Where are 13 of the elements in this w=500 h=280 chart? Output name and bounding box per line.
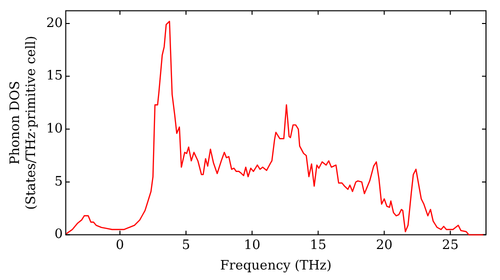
x-tick-label: 25 [442, 238, 459, 253]
x-tick-label: 15 [310, 238, 326, 253]
x-axis-title: Frequency (THz) [220, 258, 332, 274]
x-tick-label: 20 [376, 238, 393, 253]
y-tick-label: 10 [46, 122, 63, 137]
y-tick-label: 15 [46, 68, 63, 84]
y-tick-label: 5 [54, 174, 63, 190]
y-axis-title: Phonon DOS (States/THz·primitive cell) [8, 36, 39, 210]
x-tick-label: 5 [182, 238, 190, 253]
y-tick-label: 20 [46, 16, 63, 31]
y-tick-label: 0 [54, 227, 63, 242]
x-tick-label: 0 [116, 238, 124, 253]
x-tick-label: 10 [244, 238, 260, 253]
